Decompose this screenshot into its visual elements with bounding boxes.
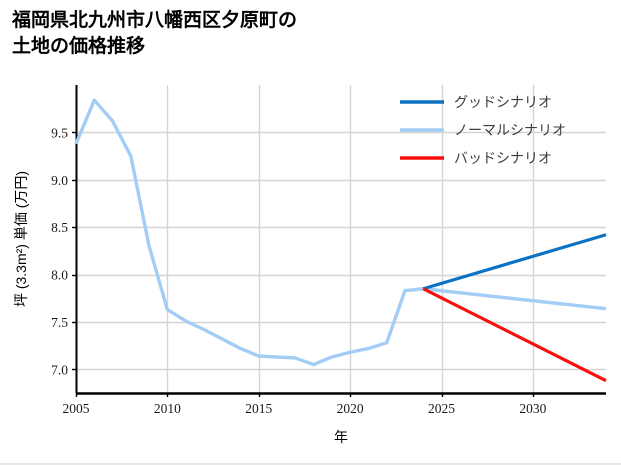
y-tick-label: 7.0 [51,362,68,377]
x-tick-label: 2005 [63,401,90,416]
x-tick-label: 2025 [428,401,455,416]
series-lines-group [74,98,607,383]
y-tick-label: 9.5 [51,125,68,140]
y-tick-label: 8.0 [51,268,68,283]
gridlines-group [76,131,606,371]
x-tick-label: 2020 [337,401,364,416]
y-tick-label: 9.0 [51,173,68,188]
y-tick-label: 8.5 [51,220,68,235]
legend-label: バッドシナリオ [454,150,552,166]
x-tick-label: 2010 [154,401,181,416]
series-line [422,287,607,383]
y-tick-label: 7.5 [51,315,68,330]
bottom-divider [0,463,621,465]
y-axis-title: 坪 (3.3m²) 単価 (万円) [13,171,29,307]
legend-label: グッドシナリオ [454,94,552,110]
series-line [74,98,607,367]
chart-title: 福岡県北九州市八幡西区夕原町の 土地の価格推移 [12,10,298,58]
x-tick-label: 2015 [245,401,272,416]
x-axis-title: 年 [334,429,348,445]
series-line [422,233,607,291]
x-tick-label: 2030 [519,401,546,416]
x-tick-labels-group: 2005 2010 2015 2020 2025 2030 [63,401,547,416]
legend-label: ノーマルシナリオ [454,122,566,138]
y-tick-labels-group: 7.0 7.5 8.0 8.5 9.0 9.5 [51,125,68,377]
tick-marks-group [72,131,535,397]
